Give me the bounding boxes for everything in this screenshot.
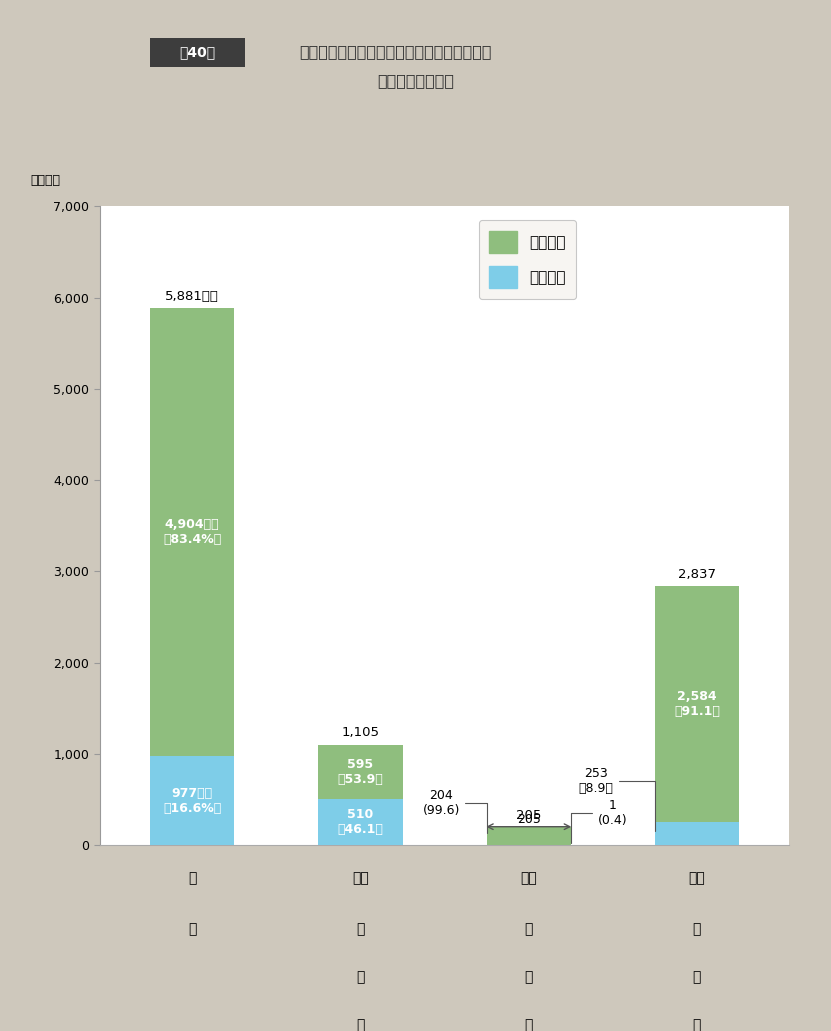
Text: 2,837: 2,837	[678, 568, 716, 581]
Bar	[655, 823, 739, 845]
Text: 児: 児	[693, 922, 701, 936]
Text: 1,105: 1,105	[342, 727, 380, 739]
Text: 童: 童	[693, 970, 701, 984]
Text: 205: 205	[517, 812, 541, 826]
Text: その１　都道府県: その１ 都道府県	[377, 73, 454, 88]
Text: 4,904億円
（83.4%）: 4,904億円 （83.4%）	[163, 519, 221, 546]
Text: 社: 社	[356, 922, 365, 936]
Text: 会: 会	[356, 970, 365, 984]
Text: 計: 計	[188, 922, 196, 936]
Text: 2,584
（91.1）: 2,584 （91.1）	[674, 691, 720, 719]
Text: うち: うち	[689, 871, 706, 885]
Text: 合: 合	[188, 871, 196, 885]
Text: うち: うち	[352, 871, 369, 885]
Text: 595
（53.9）: 595 （53.9）	[337, 758, 383, 786]
Text: 204
(99.6): 204 (99.6)	[422, 790, 487, 833]
Text: 福: 福	[524, 1018, 533, 1031]
Bar	[318, 799, 402, 845]
Bar	[655, 587, 739, 823]
Text: 老: 老	[524, 922, 533, 936]
Text: （億円）: （億円）	[31, 174, 61, 187]
Text: うち: うち	[520, 871, 537, 885]
Text: 福: 福	[693, 1018, 701, 1031]
Text: 5,881億円: 5,881億円	[165, 291, 219, 303]
Text: 253
（8.9）: 253 （8.9）	[578, 767, 655, 831]
Text: 第40図: 第40図	[179, 45, 215, 60]
Text: 205: 205	[516, 808, 541, 822]
Text: 510
（46.1）: 510 （46.1）	[337, 808, 383, 836]
Text: 1
(0.4): 1 (0.4)	[571, 799, 627, 842]
Legend: 補助事業, 単独事業: 補助事業, 単独事業	[479, 221, 576, 299]
Text: 人: 人	[524, 970, 533, 984]
Bar	[487, 827, 571, 845]
Bar	[150, 756, 234, 845]
Text: 福: 福	[356, 1018, 365, 1031]
Bar	[150, 308, 234, 756]
Bar	[318, 744, 402, 799]
Text: 977億円
（16.6%）: 977億円 （16.6%）	[163, 787, 221, 814]
Text: 民生費の目的別扶助費（補助・単独）の状況: 民生費の目的別扶助費（補助・単独）の状況	[299, 44, 492, 59]
